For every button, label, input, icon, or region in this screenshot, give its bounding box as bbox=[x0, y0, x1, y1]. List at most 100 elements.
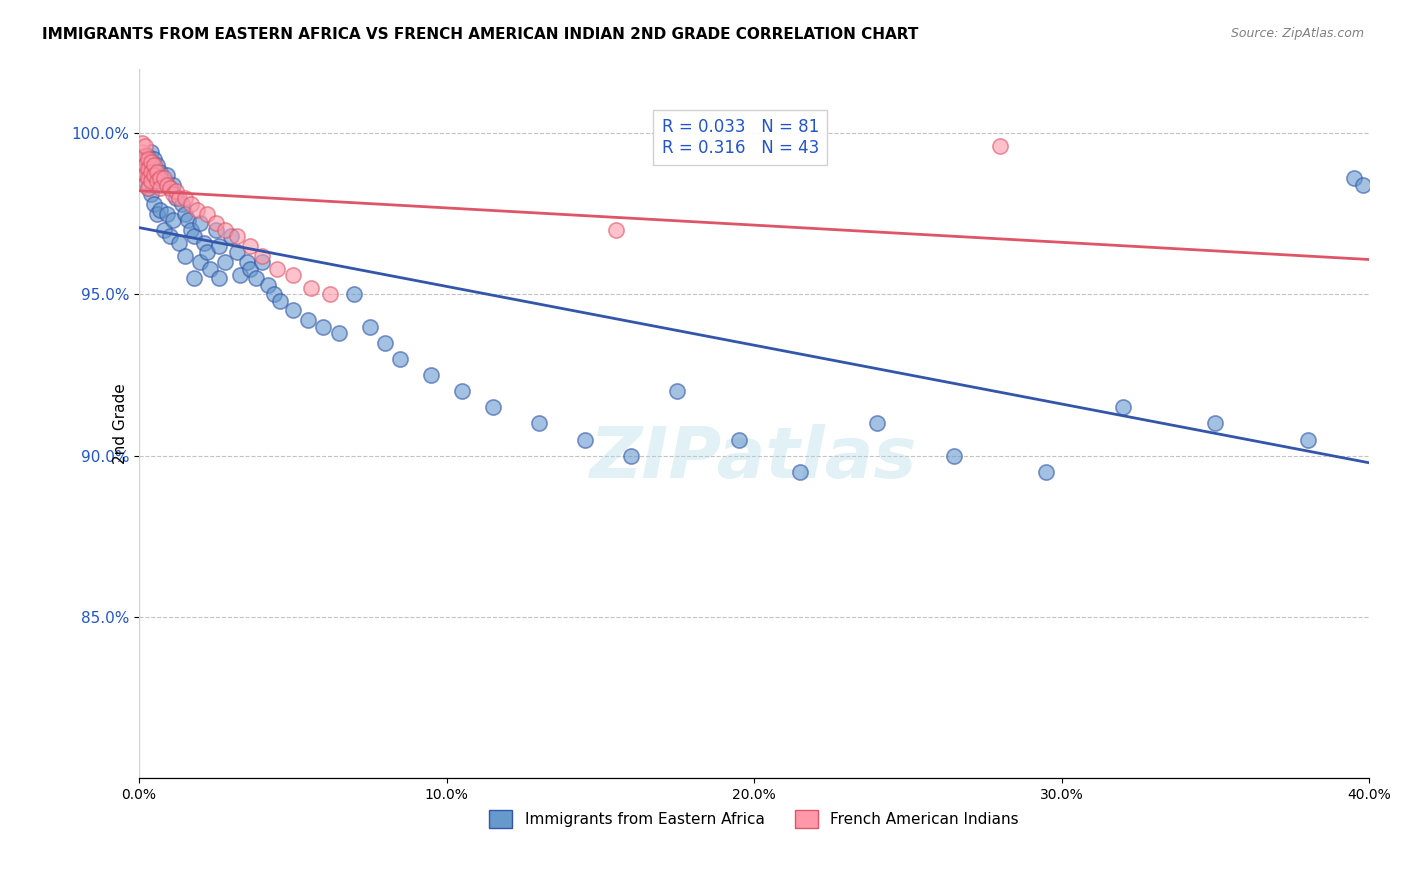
Legend: Immigrants from Eastern Africa, French American Indians: Immigrants from Eastern Africa, French A… bbox=[484, 804, 1025, 834]
Point bbox=[165, 190, 187, 204]
Point bbox=[1351, 178, 1374, 192]
Text: IMMIGRANTS FROM EASTERN AFRICA VS FRENCH AMERICAN INDIAN 2ND GRADE CORRELATION C: IMMIGRANTS FROM EASTERN AFRICA VS FRENCH… bbox=[42, 27, 918, 42]
Point bbox=[226, 229, 249, 244]
Point bbox=[269, 293, 291, 308]
Point bbox=[149, 181, 172, 195]
Point bbox=[195, 245, 218, 260]
Point bbox=[374, 335, 396, 350]
Point bbox=[666, 384, 689, 398]
Point bbox=[250, 249, 273, 263]
Point bbox=[156, 207, 179, 221]
Point bbox=[219, 229, 242, 244]
Point bbox=[1204, 417, 1226, 431]
Point bbox=[174, 249, 197, 263]
Point bbox=[193, 235, 215, 250]
Point bbox=[136, 171, 159, 186]
Point bbox=[297, 313, 319, 327]
Point bbox=[312, 319, 335, 334]
Text: ZIPatlas: ZIPatlas bbox=[591, 425, 918, 493]
Point bbox=[156, 178, 179, 192]
Point bbox=[235, 255, 257, 269]
Point bbox=[605, 223, 627, 237]
Point bbox=[190, 255, 212, 269]
Point bbox=[214, 255, 236, 269]
Point bbox=[152, 174, 174, 188]
Point bbox=[131, 155, 153, 169]
Point bbox=[359, 319, 381, 334]
Point bbox=[281, 303, 304, 318]
Point bbox=[481, 401, 503, 415]
Point bbox=[226, 245, 249, 260]
Point bbox=[156, 168, 179, 182]
Point bbox=[141, 161, 163, 176]
Point bbox=[266, 261, 288, 276]
Point bbox=[208, 271, 231, 285]
Point bbox=[143, 165, 166, 179]
Point bbox=[245, 271, 267, 285]
Point bbox=[143, 168, 166, 182]
Point bbox=[136, 148, 159, 162]
Point bbox=[239, 261, 262, 276]
Point bbox=[162, 213, 184, 227]
Point bbox=[131, 158, 153, 172]
Point bbox=[141, 174, 163, 188]
Point bbox=[136, 168, 159, 182]
Point bbox=[146, 165, 169, 179]
Point bbox=[134, 158, 156, 172]
Point bbox=[620, 449, 643, 463]
Point bbox=[174, 207, 197, 221]
Point bbox=[131, 145, 153, 160]
Point bbox=[263, 287, 285, 301]
Point bbox=[136, 165, 159, 179]
Point bbox=[162, 178, 184, 192]
Point bbox=[727, 433, 749, 447]
Point bbox=[180, 197, 202, 211]
Point bbox=[1035, 465, 1057, 479]
Point bbox=[250, 255, 273, 269]
Point bbox=[183, 229, 205, 244]
Point bbox=[281, 268, 304, 282]
Point bbox=[152, 171, 174, 186]
Point bbox=[136, 155, 159, 169]
Y-axis label: 2nd Grade: 2nd Grade bbox=[112, 383, 128, 464]
Point bbox=[942, 449, 965, 463]
Point bbox=[143, 197, 166, 211]
Point bbox=[229, 268, 252, 282]
Point bbox=[146, 178, 169, 192]
Point bbox=[328, 326, 350, 340]
Point bbox=[180, 223, 202, 237]
Point bbox=[170, 197, 193, 211]
Point bbox=[136, 161, 159, 176]
Point bbox=[143, 174, 166, 188]
Point bbox=[136, 181, 159, 195]
Point bbox=[159, 181, 181, 195]
Point bbox=[257, 277, 280, 292]
Point bbox=[149, 171, 172, 186]
Point bbox=[239, 239, 262, 253]
Point bbox=[134, 139, 156, 153]
Point bbox=[167, 235, 190, 250]
Point bbox=[146, 207, 169, 221]
Point bbox=[988, 139, 1011, 153]
Point bbox=[162, 187, 184, 202]
Point bbox=[866, 417, 889, 431]
Point bbox=[143, 158, 166, 172]
Point bbox=[134, 152, 156, 166]
Point bbox=[134, 168, 156, 182]
Point bbox=[527, 417, 550, 431]
Point bbox=[149, 165, 172, 179]
Text: Source: ZipAtlas.com: Source: ZipAtlas.com bbox=[1230, 27, 1364, 40]
Point bbox=[186, 203, 208, 218]
Point bbox=[159, 229, 181, 244]
Point bbox=[177, 213, 200, 227]
Point bbox=[141, 145, 163, 160]
Point bbox=[214, 223, 236, 237]
Point bbox=[195, 207, 218, 221]
Point bbox=[1112, 401, 1135, 415]
Point bbox=[198, 261, 221, 276]
Point bbox=[1343, 171, 1365, 186]
Point bbox=[174, 190, 197, 204]
Point bbox=[134, 148, 156, 162]
Point bbox=[1296, 433, 1319, 447]
Point bbox=[190, 216, 212, 230]
